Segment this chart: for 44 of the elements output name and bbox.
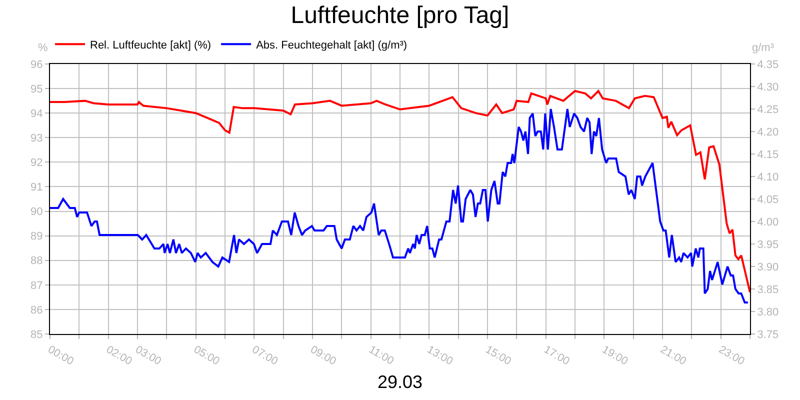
x-tick-label: 03:00 — [133, 344, 164, 368]
y-tick-label: 90 — [30, 206, 43, 218]
x-tick-label: 19:00 — [600, 344, 630, 368]
x-tick-label: 15:00 — [483, 344, 514, 368]
y2-axis-title: g/m³ — [752, 42, 774, 54]
chart-title: Luftfeuchte [pro Tag] — [290, 2, 510, 29]
y2-tick-label: 3.75 — [757, 328, 779, 341]
x-tick-label: 05:00 — [192, 344, 222, 368]
y-tick-label: 96 — [30, 58, 43, 71]
x-tick-label: 21:00 — [658, 344, 688, 368]
x-tick-label: 11:00 — [366, 344, 396, 368]
x-axis-title: 29.03 — [377, 372, 423, 392]
y2-tick-label: 4.10 — [757, 171, 779, 184]
y-tick-label: 95 — [30, 83, 43, 96]
y2-tick-label: 4.15 — [757, 148, 779, 161]
y-tick-label: 88 — [30, 255, 43, 268]
y-tick-label: 92 — [30, 157, 43, 170]
y2-tick-label: 3.85 — [757, 284, 779, 296]
x-tick-label: 07:00 — [250, 344, 280, 368]
x-tick-label: 17:00 — [542, 344, 572, 368]
y-tick-label: 93 — [30, 132, 43, 144]
y2-tick-label: 4.00 — [757, 216, 779, 228]
x-tick-label: 00:00 — [46, 344, 76, 368]
y2-tick-label: 4.30 — [757, 81, 779, 94]
legend-label: Abs. Feuchtegehalt [akt] (g/m³) — [256, 39, 408, 52]
y-tick-label: 86 — [30, 304, 43, 316]
x-tick-label: 23:00 — [716, 344, 746, 368]
y2-tick-label: 4.35 — [757, 58, 779, 71]
y2-tick-label: 4.20 — [757, 126, 779, 138]
x-tick-label: 02:00 — [104, 344, 134, 368]
y-tick-label: 91 — [30, 182, 43, 194]
x-tick-label: 13:00 — [424, 344, 455, 368]
y2-tick-label: 4.25 — [757, 104, 779, 116]
y2-tick-label: 3.80 — [757, 306, 779, 318]
y2-tick-label: 3.95 — [757, 238, 779, 251]
y-tick-label: 89 — [30, 230, 43, 243]
legend-label: Rel. Luftfeuchte [akt] (%) — [90, 39, 212, 52]
y-tick-label: 87 — [30, 280, 43, 292]
y-tick-label: 85 — [30, 328, 43, 341]
y2-tick-label: 4.05 — [757, 194, 779, 206]
y-tick-label: 94 — [30, 108, 43, 120]
y-axis-title: % — [38, 42, 48, 54]
x-tick-label: 09:00 — [308, 344, 338, 368]
y2-tick-label: 3.90 — [757, 261, 779, 274]
